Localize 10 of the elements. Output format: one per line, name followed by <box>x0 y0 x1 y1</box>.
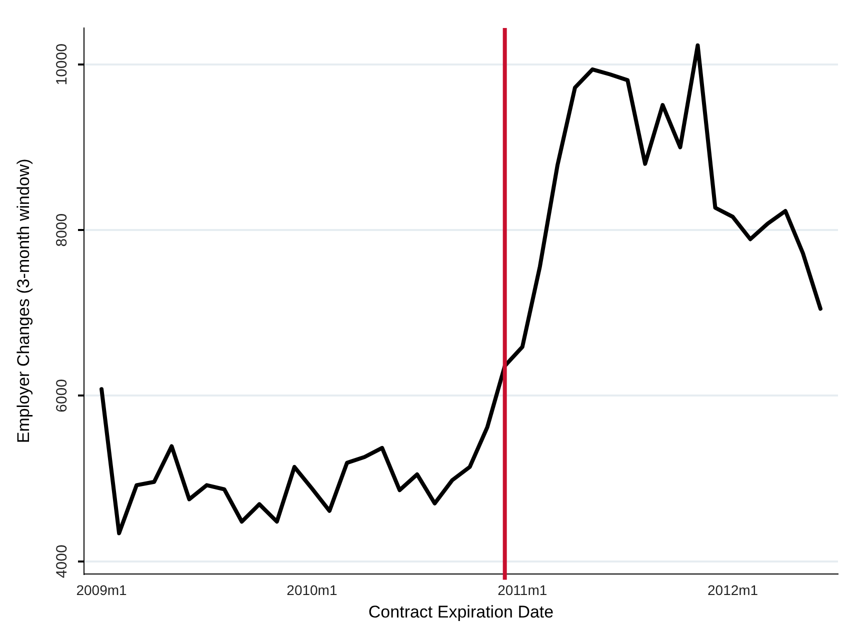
x-tick-label: 2011m1 <box>498 582 548 598</box>
y-tick-label: 6000 <box>54 379 71 412</box>
x-tick-label: 2009m1 <box>76 582 128 598</box>
x-tick-label: 2012m1 <box>707 582 758 598</box>
y-axis-title: Employer Changes (3-month window) <box>14 158 33 444</box>
y-tick-label: 4000 <box>54 544 71 578</box>
y-tick-label: 10000 <box>54 44 71 86</box>
y-tick-label: 8000 <box>54 213 71 247</box>
x-tick-label: 2010m1 <box>286 582 338 598</box>
x-axis-title: Contract Expiration Date <box>368 602 554 622</box>
